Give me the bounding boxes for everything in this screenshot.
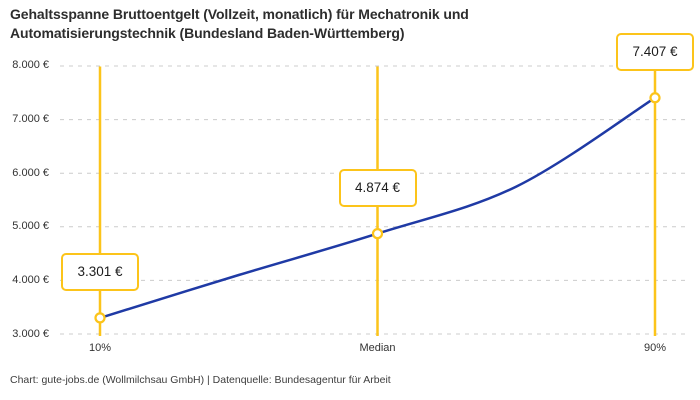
x-axis-label-10pct: 10%: [88, 342, 112, 354]
value-callout-10pct: 3.301 €: [61, 252, 139, 291]
y-axis-tick-4000: 4.000 €: [12, 274, 49, 286]
data-point-marker: [649, 92, 661, 104]
chart-title: Gehaltsspanne Bruttoentgelt (Vollzeit, m…: [10, 6, 469, 41]
y-axis-tick-8000: 8.000 €: [12, 59, 49, 71]
value-callout-90pct-text: 7.407 €: [632, 44, 678, 60]
value-callout-median: 4.874 €: [338, 168, 417, 207]
chart-source-credit: Chart: gute-jobs.de (Wollmilchsau GmbH) …: [10, 374, 391, 386]
value-callout-90pct: 7.407 €: [616, 32, 694, 71]
value-callout-10pct-text: 3.301 €: [77, 264, 123, 280]
data-point-marker: [94, 312, 106, 324]
y-axis-tick-3000: 3.000 €: [12, 328, 49, 340]
data-point-marker: [371, 227, 384, 240]
y-axis-tick-7000: 7.000 €: [12, 113, 49, 125]
x-axis-label-median: Median: [359, 342, 396, 354]
value-callout-median-text: 4.874 €: [354, 180, 401, 196]
y-axis-tick-6000: 6.000 €: [12, 167, 49, 179]
y-axis-tick-5000: 5.000 €: [12, 220, 49, 232]
x-axis-label-90pct: 90%: [643, 342, 667, 354]
